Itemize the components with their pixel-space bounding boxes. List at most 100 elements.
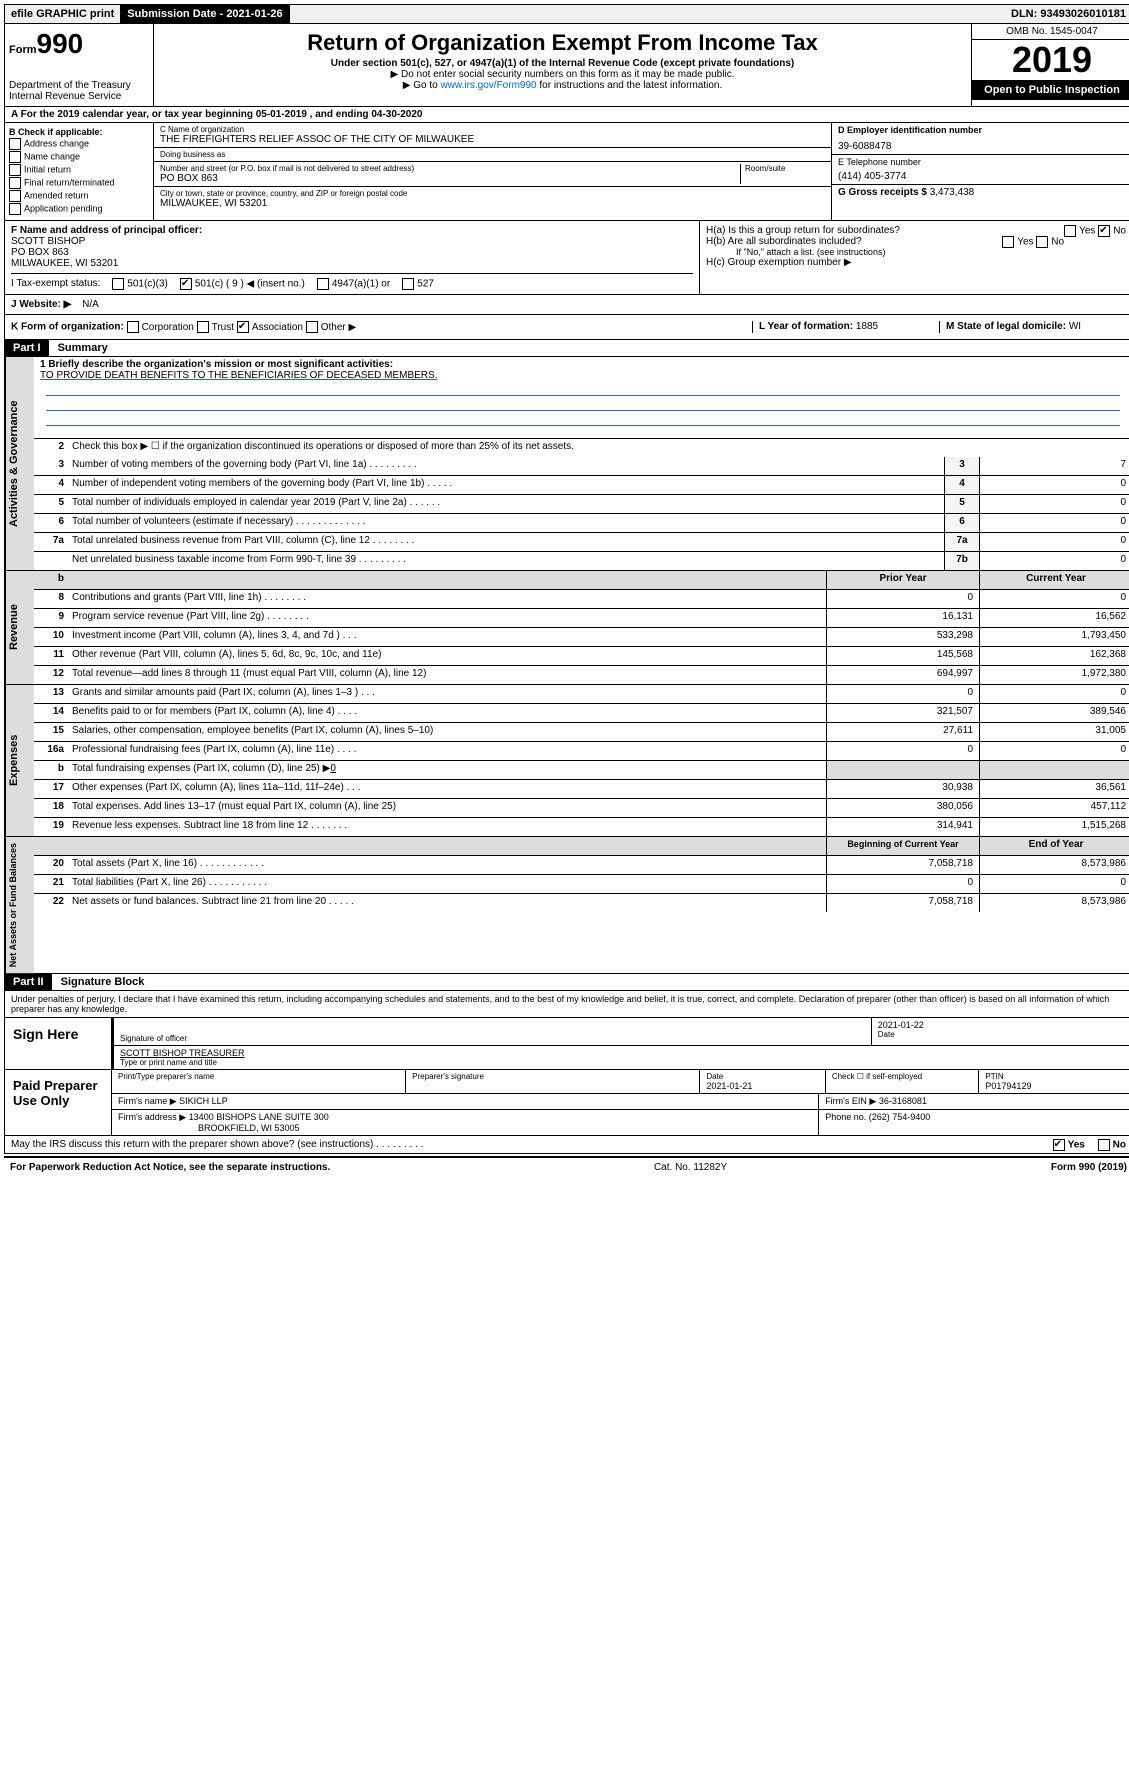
line19-prior: 314,941	[826, 818, 979, 836]
line14-curr: 389,546	[979, 704, 1129, 722]
line22-text: Net assets or fund balances. Subtract li…	[68, 894, 826, 912]
ha-no-chk[interactable]	[1098, 225, 1110, 237]
firm-addr2: BROOKFIELD, WI 53005	[198, 1123, 300, 1133]
discuss-no-chk[interactable]	[1098, 1139, 1110, 1151]
ha-yes-chk[interactable]	[1064, 225, 1076, 237]
line12-text: Total revenue—add lines 8 through 11 (mu…	[68, 666, 826, 684]
line8-curr: 0	[979, 590, 1129, 608]
line10-curr: 1,793,450	[979, 628, 1129, 646]
box-b: B Check if applicable: Address change Na…	[5, 123, 154, 220]
page-footer: For Paperwork Reduction Act Notice, see …	[4, 1156, 1129, 1177]
chk-amended-return[interactable]: Amended return	[9, 190, 149, 202]
firm-addr1: 13400 BISHOPS LANE SUITE 300	[189, 1112, 329, 1122]
line18-text: Total expenses. Add lines 13–17 (must eq…	[68, 799, 826, 817]
chk-527[interactable]: 527	[402, 278, 434, 290]
hb-yes: Yes	[1017, 237, 1033, 248]
line11-text: Other revenue (Part VIII, column (A), li…	[68, 647, 826, 665]
open-public-badge: Open to Public Inspection	[972, 80, 1129, 100]
line20-text: Total assets (Part X, line 16) . . . . .…	[68, 856, 826, 874]
tax-year: 2019	[972, 40, 1129, 80]
efile-label[interactable]: efile GRAPHIC print	[5, 5, 121, 23]
line8-text: Contributions and grants (Part VIII, lin…	[68, 590, 826, 608]
line16b-curr	[979, 761, 1129, 779]
irs-link[interactable]: www.irs.gov/Form990	[440, 80, 536, 91]
prep-date-val: 2021-01-21	[706, 1081, 818, 1091]
box-h: H(a) Is this a group return for subordin…	[700, 221, 1129, 294]
firm-name-label: Firm's name ▶	[118, 1096, 177, 1106]
box-b-title: B Check if applicable:	[9, 127, 149, 137]
chk-assoc[interactable]: Association	[237, 322, 303, 333]
part2-title: Signature Block	[55, 974, 151, 990]
line7b-val: 0	[979, 552, 1129, 570]
room-label: Room/suite	[745, 164, 825, 173]
sig-date: 2021-01-22	[878, 1020, 1126, 1030]
line10-text: Investment income (Part VIII, column (A)…	[68, 628, 826, 646]
chk-final-return[interactable]: Final return/terminated	[9, 177, 149, 189]
chk-other[interactable]: Other ▶	[306, 322, 356, 333]
form-990-num: 990	[37, 28, 84, 59]
footer-mid: Cat. No. 11282Y	[654, 1162, 727, 1173]
year-form-val: 1885	[856, 321, 878, 332]
line15-text: Salaries, other compensation, employee b…	[68, 723, 826, 741]
chk-4947[interactable]: 4947(a)(1) or	[317, 278, 390, 290]
gross-value: 3,473,438	[930, 187, 975, 198]
line20-prior: 7,058,718	[826, 856, 979, 874]
vtab-governance: Activities & Governance	[5, 357, 34, 570]
vtab-revenue: Revenue	[5, 571, 34, 684]
omb-number: OMB No. 1545-0047	[972, 24, 1129, 40]
chk-corp[interactable]: Corporation	[127, 322, 194, 333]
phone-label: E Telephone number	[838, 157, 1126, 167]
city-label: City or town, state or province, country…	[160, 189, 825, 198]
part1-row: Part I Summary	[4, 340, 1129, 357]
line6-val: 0	[979, 514, 1129, 532]
chk-application-pending[interactable]: Application pending	[9, 203, 149, 215]
dln-label: DLN: 93493026010181	[1005, 5, 1129, 23]
goto-post: for instructions and the latest informat…	[537, 80, 723, 91]
chk-trust[interactable]: Trust	[197, 322, 234, 333]
end-year-hdr: End of Year	[979, 837, 1129, 855]
hb-label: H(b) Are all subordinates included?	[706, 236, 862, 247]
sig-typed-label: Type or print name and title	[120, 1058, 1126, 1067]
chk-address-change[interactable]: Address change	[9, 138, 149, 150]
ha-label: H(a) Is this a group return for subordin…	[706, 225, 900, 236]
signature-block: Under penalties of perjury, I declare th…	[4, 991, 1129, 1154]
discuss-yes-chk[interactable]	[1053, 1139, 1065, 1151]
discuss-row: May the IRS discuss this return with the…	[5, 1135, 1129, 1153]
addr-label: Number and street (or P.O. box if mail i…	[160, 164, 740, 173]
website-value: N/A	[82, 299, 99, 310]
paid-preparer-row: Paid Preparer Use Only Print/Type prepar…	[5, 1069, 1129, 1135]
chk-501c[interactable]: 501(c) ( 9 ) ◀ (insert no.)	[180, 278, 305, 290]
line21-curr: 0	[979, 875, 1129, 893]
form-prefix: Form	[9, 44, 37, 56]
dba-label: Doing business as	[160, 150, 825, 159]
box-l: L Year of formation: 1885	[752, 321, 939, 333]
hb-yes-chk[interactable]	[1002, 236, 1014, 248]
line18-curr: 457,112	[979, 799, 1129, 817]
officer-addr1: PO BOX 863	[11, 247, 693, 258]
vtab-expenses: Expenses	[5, 685, 34, 836]
form-number: Form990	[9, 28, 149, 60]
hb-no-chk[interactable]	[1036, 236, 1048, 248]
firm-phone-label: Phone no.	[825, 1112, 866, 1122]
chk-initial-return[interactable]: Initial return	[9, 164, 149, 176]
mission-text: TO PROVIDE DEATH BENEFITS TO THE BENEFIC…	[40, 370, 1126, 381]
line5-val: 0	[979, 495, 1129, 513]
line7a-text: Total unrelated business revenue from Pa…	[68, 533, 944, 551]
line14-text: Benefits paid to or for members (Part IX…	[68, 704, 826, 722]
hc-label: H(c) Group exemption number ▶	[706, 257, 1126, 268]
chk-501c3[interactable]: 501(c)(3)	[112, 278, 168, 290]
line4-val: 0	[979, 476, 1129, 494]
org-name-label: C Name of organization	[160, 125, 825, 134]
chk-name-change[interactable]: Name change	[9, 151, 149, 163]
line9-prior: 16,131	[826, 609, 979, 627]
line3-text: Number of voting members of the governin…	[68, 457, 944, 475]
top-bar: efile GRAPHIC print Submission Date - 20…	[4, 4, 1129, 24]
box-m: M State of legal domicile: WI	[939, 321, 1126, 333]
mission-line1	[46, 381, 1120, 396]
prior-year-hdr: Prior Year	[826, 571, 979, 589]
line4-text: Number of independent voting members of …	[68, 476, 944, 494]
current-year-hdr: Current Year	[979, 571, 1129, 589]
discuss-q: May the IRS discuss this return with the…	[11, 1139, 423, 1150]
begin-year-hdr: Beginning of Current Year	[826, 837, 979, 855]
box-c: C Name of organization THE FIREFIGHTERS …	[154, 123, 831, 220]
